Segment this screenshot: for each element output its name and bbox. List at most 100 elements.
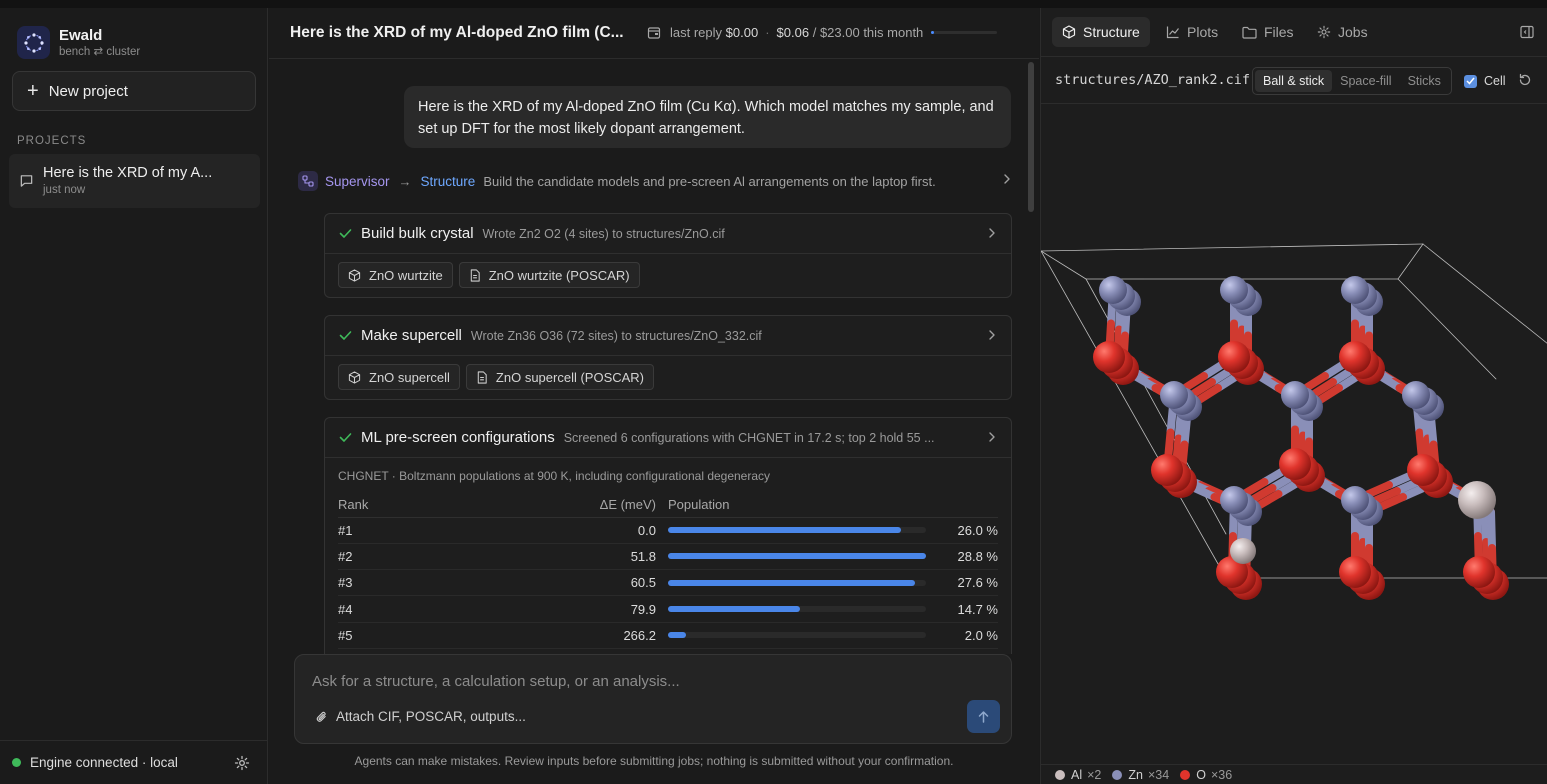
last-reply-label: last reply	[670, 25, 723, 40]
view-mode-space-fill[interactable]: Space-fill	[1340, 74, 1392, 88]
zinc-atom	[1099, 276, 1127, 304]
tab-structure[interactable]: Structure	[1052, 17, 1150, 47]
send-button[interactable]	[967, 700, 1000, 733]
population-cell: 2.0 %	[938, 622, 998, 649]
tab-plots[interactable]: Plots	[1156, 17, 1228, 47]
cell-checkbox[interactable]: Cell	[1464, 74, 1506, 88]
step-card: Make supercell Wrote Zn36 O36 (72 sites)…	[324, 315, 1012, 400]
energy-cell: 60.5	[538, 569, 668, 597]
file-icon	[477, 370, 487, 384]
oxygen-atom	[1463, 556, 1495, 588]
new-project-label: New project	[48, 82, 128, 100]
population-bar-cell	[668, 595, 938, 623]
energy-cell: 51.8	[538, 543, 668, 571]
population-bar-fill	[668, 579, 916, 586]
prompt-input[interactable]	[312, 669, 992, 693]
step-summary: Screened 6 configurations with CHGNET in…	[563, 430, 935, 445]
tab-jobs[interactable]: Jobs	[1307, 17, 1378, 47]
gear-icon	[1317, 25, 1331, 39]
zinc-atom	[1341, 276, 1369, 304]
zinc-atom	[1341, 486, 1369, 514]
step-header[interactable]: Make supercell Wrote Zn36 O36 (72 sites)…	[325, 316, 1011, 355]
rank-cell: #5	[338, 622, 538, 649]
plus-icon: +	[27, 80, 39, 102]
rank-cell: #1	[338, 517, 538, 544]
cell-edge	[1397, 243, 1424, 280]
oxygen-atom	[1218, 341, 1250, 373]
attach-button[interactable]: Attach CIF, POSCAR, outputs...	[315, 709, 526, 724]
population-bar-fill	[668, 632, 686, 639]
prescreen-caption: CHGNET · Boltzmann populations at 900 K,…	[338, 469, 771, 483]
view-mode-sticks[interactable]: Sticks	[1407, 74, 1441, 88]
artifact-chip[interactable]: ZnO wurtzite (POSCAR)	[458, 262, 640, 288]
population-bar	[668, 579, 926, 586]
tab-label: Files	[1264, 24, 1294, 40]
population-cell: 27.6 %	[938, 569, 998, 597]
chat-title: Here is the XRD of my Al-doped ZnO film …	[290, 24, 624, 41]
chat-header: Here is the XRD of my Al-doped ZnO film …	[269, 8, 1039, 59]
artifact-chip[interactable]: ZnO supercell (POSCAR)	[465, 364, 655, 390]
structure-viewer[interactable]	[1041, 104, 1547, 762]
population-cell: 14.7 %	[938, 595, 998, 623]
app-subtitle: bench ⇄ cluster	[59, 45, 141, 58]
chat-scrollbar-thumb[interactable]	[1028, 62, 1034, 212]
cube-icon	[348, 370, 361, 384]
collapse-panel-icon[interactable]	[1520, 25, 1534, 39]
artifact-chip[interactable]: ZnO wurtzite	[338, 262, 453, 288]
chip-label: ZnO wurtzite (POSCAR)	[488, 267, 630, 283]
step-card: ML pre-screen configurations Screened 6 …	[324, 417, 1012, 654]
artifact-chip[interactable]: ZnO supercell	[338, 364, 460, 390]
engine-status: Engine connected · local	[30, 755, 178, 770]
route-description: Build the candidate models and pre-scree…	[483, 173, 936, 189]
project-item[interactable]: Here is the XRD of my A... just now	[9, 154, 260, 208]
window-top-strip	[0, 0, 1547, 8]
reset-view-icon[interactable]	[1518, 73, 1532, 87]
new-project-button[interactable]: + New project	[12, 71, 256, 111]
disclaimer: Agents can make mistakes. Review inputs …	[354, 754, 954, 768]
atoms	[1093, 276, 1509, 600]
o-swatch	[1180, 769, 1191, 780]
cell-label: Cell	[1484, 74, 1506, 88]
population-bar-fill	[668, 606, 800, 613]
cell-edge	[1397, 278, 1497, 380]
route-to: Structure	[420, 173, 476, 189]
cell-edge	[1041, 250, 1227, 579]
table-row: #3 60.5 27.6 %	[338, 569, 998, 597]
oxygen-atom	[1151, 454, 1183, 486]
table-row: #1 0.0 26.0 %	[338, 517, 998, 544]
zn-swatch	[1112, 769, 1123, 780]
crystal-structure-render	[1041, 243, 1547, 600]
chevron-right-icon	[987, 329, 997, 341]
tab-files[interactable]: Files	[1232, 17, 1304, 47]
step-summary: Wrote Zn36 O36 (72 sites) to structures/…	[470, 328, 762, 343]
file-icon	[470, 268, 480, 282]
step-title: Make supercell	[361, 327, 462, 344]
attach-label: Attach CIF, POSCAR, outputs...	[336, 709, 526, 724]
chat-scrollbar[interactable]	[1028, 60, 1034, 653]
prescreen-table: Rank ΔE (meV) Population #1 0.0 26.0 % #2 51…	[338, 493, 998, 649]
population-bar	[668, 632, 926, 639]
step-header[interactable]: ML pre-screen configurations Screened 6 …	[325, 418, 1011, 457]
zinc-atom	[1220, 276, 1248, 304]
legend-item-al: Al ×2	[1055, 768, 1101, 782]
paperclip-icon	[316, 711, 326, 722]
status-dot-icon	[12, 758, 21, 767]
step-title: Build bulk crystal	[361, 225, 474, 242]
table-row: #5 266.2 2.0 %	[338, 622, 998, 649]
population-bar-cell	[668, 543, 938, 571]
view-mode-toggle: Ball & stick Space-fill Sticks	[1252, 67, 1452, 95]
view-mode-ball-stick[interactable]: Ball & stick	[1255, 70, 1333, 92]
agent-route[interactable]: Supervisor → Structure Build the candida…	[298, 170, 1012, 192]
cube-icon	[1062, 25, 1076, 39]
oxygen-atom	[1339, 556, 1371, 588]
step-summary: Wrote Zn2 O2 (4 sites) to structures/ZnO…	[482, 226, 725, 241]
step-header[interactable]: Build bulk crystal Wrote Zn2 O2 (4 sites…	[325, 214, 1011, 253]
project-time: just now	[43, 184, 86, 196]
population-bar-fill	[668, 553, 926, 560]
column-header: ΔE (meV)	[538, 493, 668, 518]
settings-gear-icon[interactable]	[234, 755, 250, 771]
oxygen-atom	[1407, 454, 1439, 486]
al-swatch	[1055, 769, 1065, 780]
month-cost-value: $0.06	[776, 25, 810, 40]
chevron-right-icon	[1002, 173, 1012, 185]
